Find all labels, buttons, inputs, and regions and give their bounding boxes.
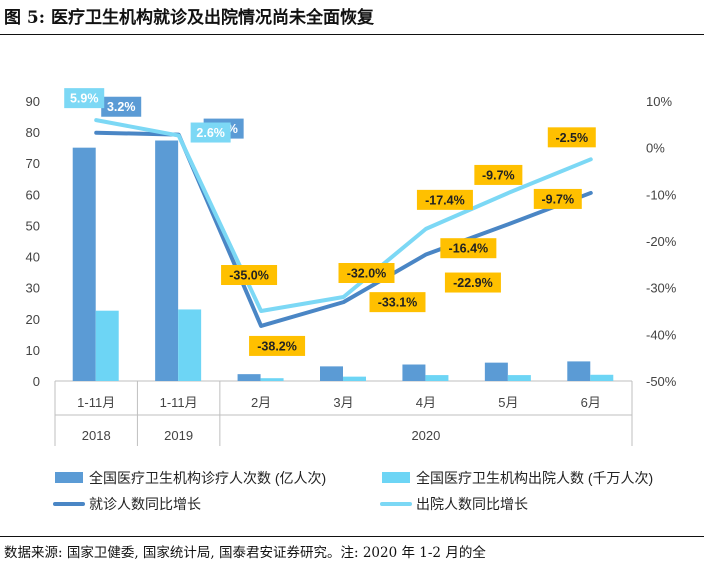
- data-label-box: [249, 335, 306, 356]
- x-tick-label: 2月: [251, 395, 271, 410]
- data-label: 3.2%: [107, 100, 136, 114]
- x-group-label: 2018: [82, 428, 111, 443]
- visits-bar: [567, 361, 591, 381]
- y-left-tick-label: 20: [26, 312, 40, 327]
- chart-bars: [72, 140, 614, 381]
- data-label-box: [440, 238, 497, 259]
- x-group-label: 2020: [411, 428, 440, 443]
- y-right-tick-label: -50%: [646, 374, 677, 389]
- data-label-box: [533, 188, 582, 209]
- data-label-box: [416, 189, 473, 210]
- y-right-tick-label: -10%: [646, 187, 677, 202]
- legend-swatch: [382, 472, 410, 483]
- chart-axes: 0 10 20 30 40 50 60 70 80 90 -50% -40% -30% -20% -10% 0…: [26, 94, 677, 446]
- discharge-bar: [343, 376, 366, 381]
- discharge-bar: [95, 310, 119, 381]
- data-label-box: [190, 122, 231, 143]
- data-label: -17.4%: [425, 193, 465, 207]
- title-divider: [0, 34, 704, 35]
- x-tick-label: 3月: [333, 395, 353, 410]
- data-label: 2.6%: [196, 126, 225, 140]
- data-label: -16.4%: [449, 242, 489, 256]
- y-left-tick-label: 60: [26, 187, 40, 202]
- data-label-box: [474, 164, 523, 185]
- y-right-tick-label: 10%: [646, 94, 672, 109]
- data-label-box: [64, 88, 105, 109]
- figure-title: 图 5: 医疗卫生机构就诊及出院情况尚未全面恢复: [4, 8, 374, 28]
- legend-label: 全国医疗卫生机构出院人数 (千万人次): [416, 470, 653, 486]
- visits-bar: [402, 364, 426, 381]
- data-label-box: [369, 292, 426, 313]
- data-label-box: [101, 96, 142, 117]
- discharge-bar: [590, 374, 614, 381]
- y-left-tick-label: 10: [26, 343, 40, 358]
- x-group-label: 2019: [164, 428, 193, 443]
- footer-divider: [0, 536, 704, 537]
- y-left-tick-label: 70: [26, 156, 40, 171]
- discharge-bar: [178, 309, 202, 381]
- y-right-tick-label: -20%: [646, 234, 677, 249]
- chart: 0 10 20 30 40 50 60 70 80 90 -50% -40% -30% -20% -10% 0…: [26, 88, 677, 512]
- y-left-tick-label: 50: [26, 218, 40, 233]
- y-left-tick-label: 80: [26, 125, 40, 140]
- x-tick-label: 1-11月: [160, 395, 198, 410]
- chart-data-labels: 3.2%2.8%-38.2%-33.1%-22.9%-16.4%-9.7%5.9…: [64, 88, 596, 356]
- visits-bar: [320, 366, 343, 381]
- legend-label: 出院人数同比增长: [416, 496, 528, 512]
- y-left-tick-label: 0: [33, 374, 40, 389]
- legend-label: 全国医疗卫生机构诊疗人次数 (亿人次): [89, 470, 326, 486]
- source-note: 数据来源: 国家卫健委, 国家统计局, 国泰君安证券研究。注: 2020 年 1…: [4, 545, 486, 561]
- y-right-tick-label: -30%: [646, 281, 677, 296]
- x-tick-label: 1-11月: [77, 395, 115, 410]
- y-left-tick-label: 90: [26, 94, 40, 109]
- data-label: -9.7%: [482, 168, 515, 182]
- x-tick-label: 6月: [581, 395, 601, 410]
- y-left-tick-label: 30: [26, 281, 40, 296]
- y-right-tick-label: 0%: [646, 141, 665, 156]
- discharge-bar: [260, 378, 284, 381]
- data-label: -22.9%: [453, 276, 493, 290]
- data-label: -32.0%: [347, 267, 387, 281]
- visits-bar: [72, 147, 96, 381]
- data-label: -9.7%: [541, 192, 574, 206]
- y-right-tick-label: -40%: [646, 327, 677, 342]
- data-label-box: [444, 272, 501, 293]
- x-tick-label: 4月: [416, 395, 436, 410]
- data-label-box: [221, 265, 278, 285]
- visits-bar: [237, 374, 261, 381]
- data-label: 5.9%: [70, 92, 99, 106]
- discharge-growth-line: [94, 118, 593, 313]
- y-left-tick-label: 40: [26, 250, 40, 265]
- discharge-bar: [425, 375, 449, 381]
- visits-bar: [155, 140, 179, 381]
- legend-swatch: [55, 472, 83, 483]
- data-label: -2.5%: [555, 131, 588, 145]
- data-label-box: [338, 263, 395, 283]
- chart-lines: [94, 118, 593, 328]
- data-label: -35.0%: [229, 269, 269, 283]
- x-tick-label: 5月: [498, 395, 518, 410]
- discharge-bar: [507, 375, 531, 381]
- visits-bar: [484, 362, 508, 381]
- data-label: -33.1%: [378, 296, 418, 310]
- chart-legend: 全国医疗卫生机构诊疗人次数 (亿人次) 全国医疗卫生机构出院人数 (千万人次) 就诊…: [53, 470, 653, 512]
- data-label-box: [547, 127, 596, 148]
- legend-label: 就诊人数同比增长: [89, 496, 201, 512]
- data-label: -38.2%: [257, 339, 297, 353]
